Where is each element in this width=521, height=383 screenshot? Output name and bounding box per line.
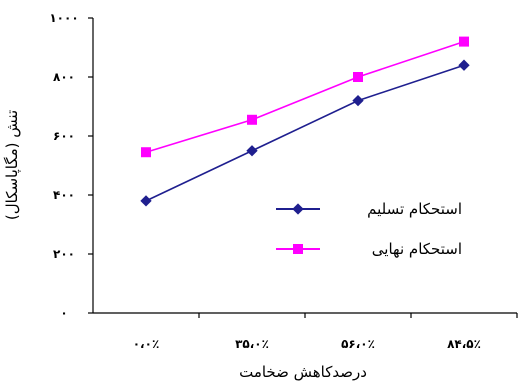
data-point-square [459, 36, 469, 47]
series-1 [140, 59, 470, 207]
series-group [140, 36, 470, 207]
y-tick-label: ۰ [60, 306, 67, 320]
data-point-square [141, 147, 151, 158]
data-point-square [353, 72, 363, 82]
data-point-square [247, 114, 257, 125]
x-tick-label: ۰،۰٪ [133, 337, 160, 351]
legend-item-ultimate-strength: استحکام نهایی [276, 240, 462, 258]
data-point-diamond [140, 195, 152, 207]
y-tick-label: ۶۰۰ [53, 129, 75, 143]
y-tick-label: ۸۰۰ [53, 70, 75, 84]
x-axis-title: درصدکاهش ضخامت [239, 363, 367, 381]
series-line [145, 40, 465, 153]
y-axis-ticks [88, 17, 93, 314]
x-tick-labels: ۰،۰٪ ۳۵،۰٪ ۵۶،۰٪ ۸۴،۵٪ [133, 337, 481, 351]
y-tick-label: ۲۰۰ [53, 247, 75, 261]
legend-label: استحکام نهایی [372, 240, 462, 258]
x-tick-label: ۸۴،۵٪ [447, 337, 481, 351]
data-point-diamond [458, 59, 470, 71]
y-tick-label: ۴۰۰ [53, 188, 75, 202]
legend-marker-square [293, 244, 303, 254]
x-axis-ticks [198, 313, 518, 318]
legend-item-yield-strength: استحکام تسلیم [276, 200, 462, 218]
legend: استحکام تسلیم استحکام نهایی [276, 200, 462, 258]
legend-marker-diamond [292, 203, 304, 215]
series-2 [141, 36, 469, 158]
series-line [145, 64, 465, 202]
y-axis-title: تنش (مگاپاسکال) [3, 110, 22, 220]
legend-label: استحکام تسلیم [367, 200, 462, 218]
x-tick-label: ۳۵،۰٪ [235, 337, 269, 351]
y-tick-label: ۱۰۰۰ [49, 11, 78, 25]
x-tick-label: ۵۶،۰٪ [341, 337, 375, 351]
y-tick-labels: ۰ ۲۰۰ ۴۰۰ ۶۰۰ ۸۰۰ ۱۰۰۰ [49, 11, 78, 320]
data-point-diamond [352, 94, 364, 107]
data-point-diamond [246, 145, 258, 157]
